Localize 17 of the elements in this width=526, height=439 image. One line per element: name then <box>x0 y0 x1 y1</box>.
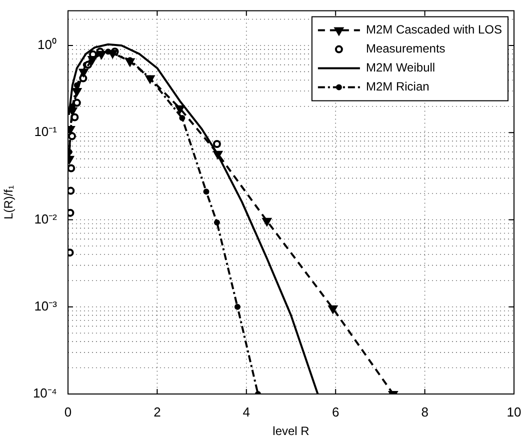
legend-label: M2M Rician <box>366 80 430 94</box>
legend-label: M2M Weibull <box>366 60 436 75</box>
x-tick-label: 2 <box>154 404 161 420</box>
x-tick-label: 6 <box>332 404 340 420</box>
x-tick-label: 10 <box>506 404 522 420</box>
legend-label: Measurements <box>366 42 446 56</box>
y-tick-label: 10⁻² <box>34 211 58 226</box>
y-tick-label: 10⁻¹ <box>34 124 58 140</box>
legend-label: M2M Cascaded with LOS <box>366 22 502 37</box>
y-tick-label: 10⁰ <box>38 37 57 52</box>
x-tick-label: 0 <box>64 404 72 420</box>
x-axis-title: level R <box>272 424 310 438</box>
y-tick-label: 10⁻⁴ <box>32 386 57 401</box>
y-tick-label: 10⁻³ <box>34 298 58 314</box>
y-axis-title: L(R)/f₁ <box>2 185 16 220</box>
x-tick-label: 8 <box>421 404 428 420</box>
x-tick-label: 4 <box>242 404 250 420</box>
